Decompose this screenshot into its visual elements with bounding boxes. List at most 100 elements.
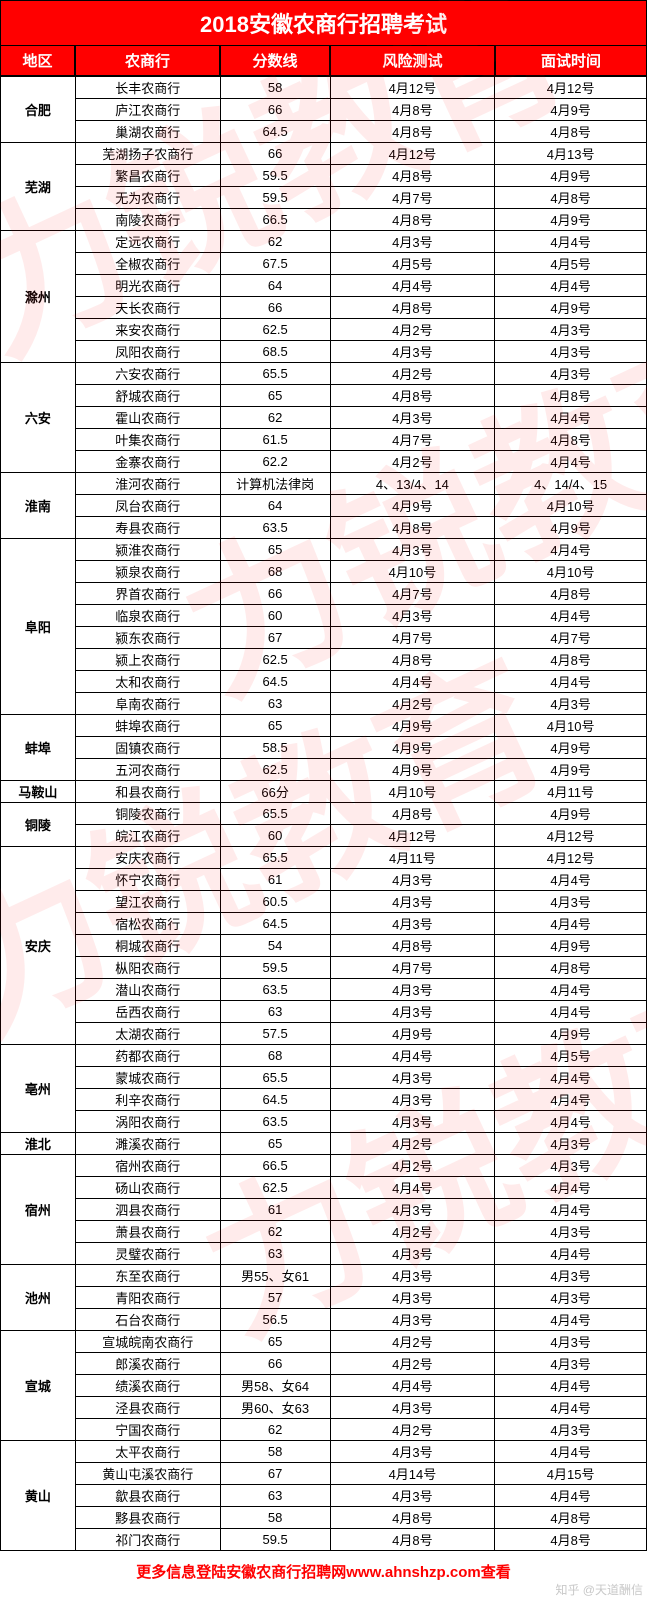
cell-bank: 灵璧农商行 <box>75 1243 220 1265</box>
cell-bank: 颍东农商行 <box>75 627 220 649</box>
cell-bank: 颍泉农商行 <box>75 561 220 583</box>
attribution-text: 知乎 @天道酬信 <box>555 1581 643 1598</box>
cell-risk: 4月2号 <box>330 1133 495 1155</box>
cell-score: 59.5 <box>220 1529 330 1551</box>
table-row: 全椒农商行67.54月5号4月5号 <box>1 253 647 275</box>
cell-bank: 界首农商行 <box>75 583 220 605</box>
cell-score: 60 <box>220 605 330 627</box>
cell-intv: 4月3号 <box>495 319 647 341</box>
cell-score: 65.5 <box>220 363 330 385</box>
cell-score: 62.2 <box>220 451 330 473</box>
cell-risk: 4月3号 <box>330 231 495 253</box>
cell-bank: 黄山屯溪农商行 <box>75 1463 220 1485</box>
cell-intv: 4月9号 <box>495 803 647 825</box>
cell-risk: 4月5号 <box>330 253 495 275</box>
table-row: 铜陵铜陵农商行65.54月8号4月9号 <box>1 803 647 825</box>
cell-intv: 4月4号 <box>495 1089 647 1111</box>
cell-intv: 4月8号 <box>495 957 647 979</box>
table-row: 岳西农商行634月3号4月4号 <box>1 1001 647 1023</box>
cell-intv: 4月15号 <box>495 1463 647 1485</box>
cell-score: 65 <box>220 1133 330 1155</box>
table-row: 黄山太平农商行584月3号4月4号 <box>1 1441 647 1463</box>
table-row: 界首农商行664月7号4月8号 <box>1 583 647 605</box>
table-row: 砀山农商行62.54月4号4月4号 <box>1 1177 647 1199</box>
cell-bank: 涡阳农商行 <box>75 1111 220 1133</box>
cell-bank: 郎溪农商行 <box>75 1353 220 1375</box>
cell-bank: 繁昌农商行 <box>75 165 220 187</box>
table-row: 宿州宿州农商行66.54月2号4月3号 <box>1 1155 647 1177</box>
cell-intv: 4月4号 <box>495 231 647 253</box>
cell-bank: 巢湖农商行 <box>75 121 220 143</box>
table-row: 太和农商行64.54月4号4月4号 <box>1 671 647 693</box>
cell-bank: 定远农商行 <box>75 231 220 253</box>
cell-risk: 4月7号 <box>330 627 495 649</box>
cell-intv: 4月3号 <box>495 1155 647 1177</box>
cell-bank: 皖江农商行 <box>75 825 220 847</box>
table-row: 金寨农商行62.24月2号4月4号 <box>1 451 647 473</box>
table-row: 黄山屯溪农商行674月14号4月15号 <box>1 1463 647 1485</box>
table-row: 萧县农商行624月2号4月3号 <box>1 1221 647 1243</box>
cell-region: 亳州 <box>1 1045 76 1133</box>
cell-bank: 颍上农商行 <box>75 649 220 671</box>
cell-risk: 4月4号 <box>330 275 495 297</box>
cell-risk: 4月3号 <box>330 341 495 363</box>
cell-bank: 舒城农商行 <box>75 385 220 407</box>
cell-score: 59.5 <box>220 957 330 979</box>
cell-risk: 4月8号 <box>330 99 495 121</box>
cell-intv: 4月9号 <box>495 517 647 539</box>
table-row: 巢湖农商行64.54月8号4月8号 <box>1 121 647 143</box>
cell-score: 58.5 <box>220 737 330 759</box>
cell-score: 65.5 <box>220 803 330 825</box>
cell-bank: 利辛农商行 <box>75 1089 220 1111</box>
table-row: 五河农商行62.54月9号4月9号 <box>1 759 647 781</box>
cell-risk: 4月2号 <box>330 1353 495 1375</box>
cell-score: 64.5 <box>220 1089 330 1111</box>
cell-score: 65 <box>220 385 330 407</box>
cell-intv: 4月12号 <box>495 847 647 869</box>
cell-score: 58 <box>220 1507 330 1529</box>
cell-risk: 4月9号 <box>330 495 495 517</box>
cell-intv: 4、14/4、15 <box>495 473 647 495</box>
cell-bank: 来安农商行 <box>75 319 220 341</box>
cell-bank: 太平农商行 <box>75 1441 220 1463</box>
table-row: 潜山农商行63.54月3号4月4号 <box>1 979 647 1001</box>
table-row: 祁门农商行59.54月8号4月8号 <box>1 1529 647 1551</box>
cell-intv: 4月3号 <box>495 1133 647 1155</box>
cell-risk: 4月4号 <box>330 1375 495 1397</box>
table-row: 凤阳农商行68.54月3号4月3号 <box>1 341 647 363</box>
cell-bank: 宿州农商行 <box>75 1155 220 1177</box>
table-row: 青阳农商行574月3号4月3号 <box>1 1287 647 1309</box>
cell-bank: 岳西农商行 <box>75 1001 220 1023</box>
cell-intv: 4月9号 <box>495 209 647 231</box>
cell-bank: 淮河农商行 <box>75 473 220 495</box>
cell-risk: 4月14号 <box>330 1463 495 1485</box>
cell-risk: 4月9号 <box>330 759 495 781</box>
table-row: 蒙城农商行65.54月3号4月4号 <box>1 1067 647 1089</box>
table-header: 地区 农商行 分数线 风险测试 面试时间 <box>0 45 647 76</box>
cell-bank: 太湖农商行 <box>75 1023 220 1045</box>
cell-bank: 濉溪农商行 <box>75 1133 220 1155</box>
cell-score: 54 <box>220 935 330 957</box>
cell-intv: 4月9号 <box>495 165 647 187</box>
cell-score: 62.5 <box>220 319 330 341</box>
cell-region: 阜阳 <box>1 539 76 715</box>
cell-bank: 庐江农商行 <box>75 99 220 121</box>
cell-bank: 五河农商行 <box>75 759 220 781</box>
cell-bank: 黟县农商行 <box>75 1507 220 1529</box>
cell-intv: 4月4号 <box>495 913 647 935</box>
cell-score: 62 <box>220 1221 330 1243</box>
cell-intv: 4月3号 <box>495 891 647 913</box>
cell-risk: 4月10号 <box>330 561 495 583</box>
table-row: 明光农商行644月4号4月4号 <box>1 275 647 297</box>
cell-score: 66 <box>220 1353 330 1375</box>
cell-risk: 4月8号 <box>330 517 495 539</box>
table-row: 滁州定远农商行624月3号4月4号 <box>1 231 647 253</box>
cell-risk: 4月9号 <box>330 715 495 737</box>
cell-score: 62.5 <box>220 759 330 781</box>
cell-risk: 4月3号 <box>330 605 495 627</box>
cell-score: 65.5 <box>220 1067 330 1089</box>
table-row: 凤台农商行644月9号4月10号 <box>1 495 647 517</box>
table-row: 郎溪农商行664月2号4月3号 <box>1 1353 647 1375</box>
cell-risk: 4月3号 <box>330 539 495 561</box>
cell-bank: 全椒农商行 <box>75 253 220 275</box>
